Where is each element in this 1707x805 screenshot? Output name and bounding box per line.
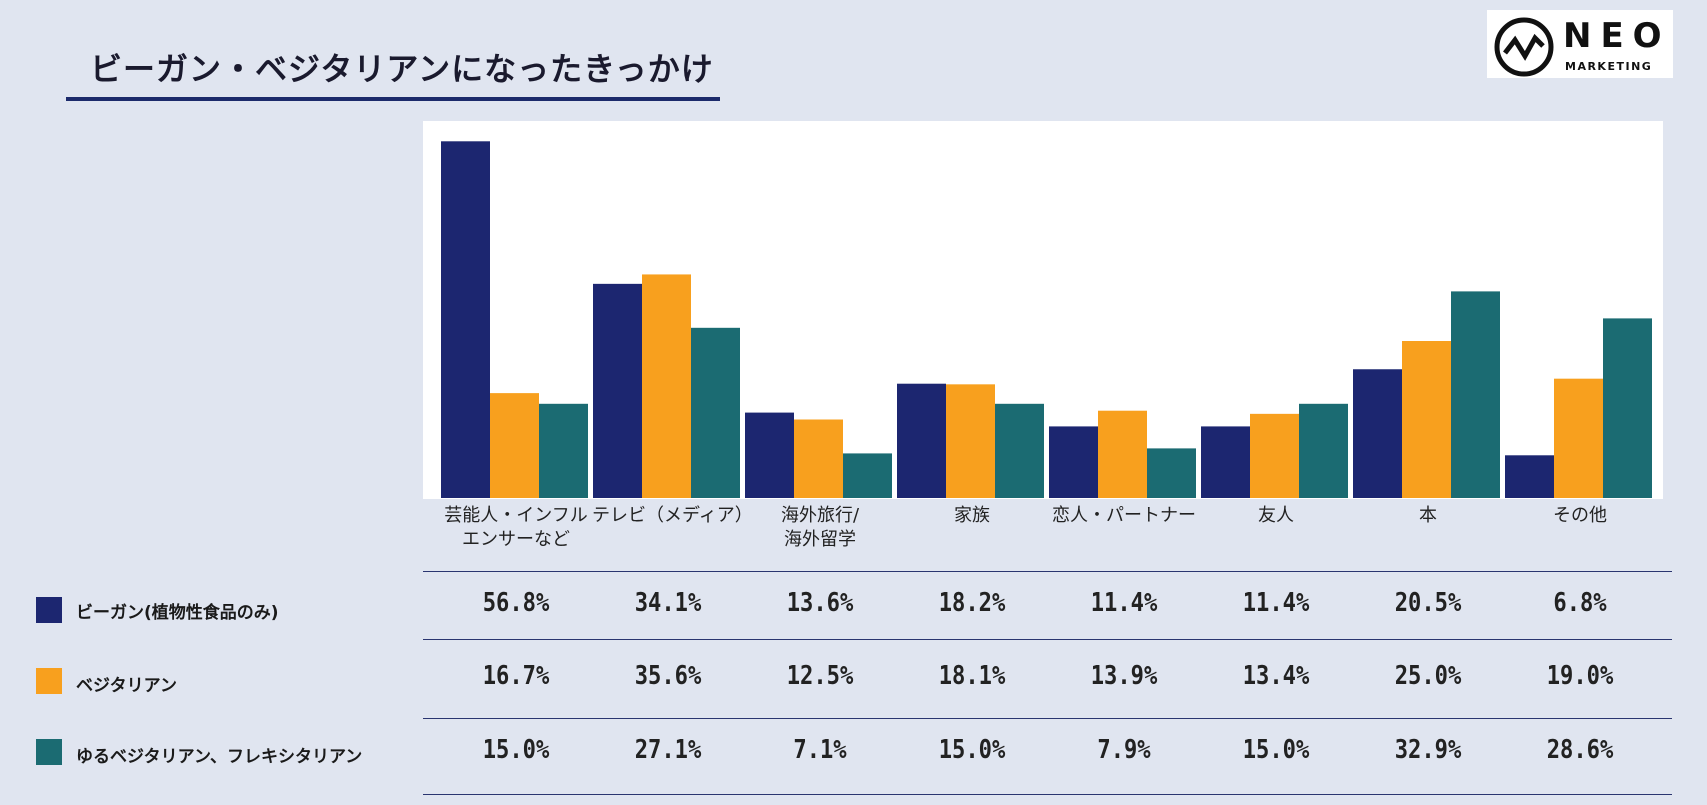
logo-sub-text: MARKETING — [1565, 60, 1653, 73]
legend-swatch-flexitarian — [36, 739, 62, 765]
bar-vegetarian-5 — [1250, 413, 1299, 498]
value-cell-flexitarian: 32.9% — [1394, 735, 1462, 765]
category-label: その他 — [1553, 505, 1607, 526]
value-cell-vegan: 13.6% — [786, 588, 854, 618]
bar-vegetarian-6 — [1402, 341, 1451, 498]
legend-label-vegetarian: ベジタリアン — [76, 676, 177, 696]
value-cell-vegetarian: 13.9% — [1090, 661, 1158, 691]
bar-vegetarian-4 — [1098, 410, 1147, 498]
legend-label-vegan: ビーガン(植物性食品のみ) — [76, 603, 279, 623]
value-cell-vegan: 11.4% — [1090, 588, 1158, 618]
value-cell-vegan: 6.8% — [1553, 588, 1607, 618]
value-cell-flexitarian: 28.6% — [1546, 735, 1614, 765]
neo-marketing-logo: NEO MARKETING — [1487, 10, 1673, 78]
value-cell-vegan: 34.1% — [634, 588, 702, 618]
value-cell-vegetarian: 35.6% — [634, 661, 702, 691]
value-cell-vegetarian: 12.5% — [786, 661, 854, 691]
bar-vegan-7 — [1505, 455, 1554, 498]
logo-main-text: NEO — [1563, 16, 1671, 56]
value-cell-vegetarian: 16.7% — [482, 661, 550, 691]
legend-swatch-vegan — [36, 597, 62, 623]
bar-flexitarian-6 — [1451, 291, 1500, 498]
bar-vegetarian-2 — [794, 419, 843, 498]
category-label: 恋人・パートナー — [1052, 505, 1196, 526]
value-cell-vegan: 56.8% — [482, 588, 550, 618]
legend-swatch-vegetarian — [36, 668, 62, 694]
bar-flexitarian-0 — [539, 403, 588, 498]
value-cell-vegetarian: 13.4% — [1242, 661, 1310, 691]
bar-vegetarian-7 — [1554, 378, 1603, 498]
value-cell-flexitarian: 15.0% — [482, 735, 550, 765]
bar-vegan-4 — [1049, 426, 1098, 498]
value-cell-vegetarian: 18.1% — [938, 661, 1006, 691]
chart-area — [423, 121, 1663, 499]
value-cell-flexitarian: 27.1% — [634, 735, 702, 765]
bar-chart — [441, 141, 1652, 498]
value-cell-vegan: 20.5% — [1394, 588, 1462, 618]
title-underline — [66, 97, 720, 101]
bar-vegetarian-0 — [490, 393, 539, 498]
category-label: 芸能人・インフル エンサーなど — [444, 505, 588, 550]
category-label: 家族 — [954, 505, 990, 526]
bar-vegan-6 — [1353, 369, 1402, 498]
bar-vegan-0 — [441, 141, 490, 498]
page-title: ビーガン・ベジタリアンになったきっかけ — [90, 50, 714, 88]
table-divider — [423, 794, 1672, 795]
bar-vegetarian-3 — [946, 384, 995, 498]
value-cell-flexitarian: 7.9% — [1097, 735, 1151, 765]
category-label: 海外旅行/ 海外留学 — [780, 505, 860, 550]
bar-flexitarian-1 — [691, 327, 740, 498]
value-cell-flexitarian: 15.0% — [938, 735, 1006, 765]
bar-flexitarian-2 — [843, 453, 892, 498]
value-cell-vegan: 18.2% — [938, 588, 1006, 618]
bar-flexitarian-3 — [995, 403, 1044, 498]
table-divider — [423, 718, 1672, 719]
bar-vegetarian-1 — [642, 274, 691, 498]
value-cell-flexitarian: 7.1% — [793, 735, 847, 765]
value-cell-flexitarian: 15.0% — [1242, 735, 1310, 765]
table-divider — [423, 639, 1672, 640]
value-cell-vegetarian: 19.0% — [1546, 661, 1614, 691]
bar-flexitarian-7 — [1603, 318, 1652, 498]
bar-flexitarian-5 — [1299, 403, 1348, 498]
logo-wave-icon — [1494, 17, 1554, 77]
category-label: テレビ（メディア） — [592, 505, 753, 526]
legend-label-flexitarian: ゆるベジタリアン、フレキシタリアン — [76, 747, 363, 767]
category-label: 友人 — [1258, 505, 1294, 526]
value-cell-vegetarian: 25.0% — [1394, 661, 1462, 691]
bar-vegan-2 — [745, 412, 794, 498]
bar-flexitarian-4 — [1147, 448, 1196, 498]
bar-vegan-1 — [593, 283, 642, 498]
category-label: 本 — [1419, 505, 1437, 526]
value-cell-vegan: 11.4% — [1242, 588, 1310, 618]
bar-vegan-3 — [897, 383, 946, 498]
table-divider — [423, 571, 1672, 572]
bar-vegan-5 — [1201, 426, 1250, 498]
